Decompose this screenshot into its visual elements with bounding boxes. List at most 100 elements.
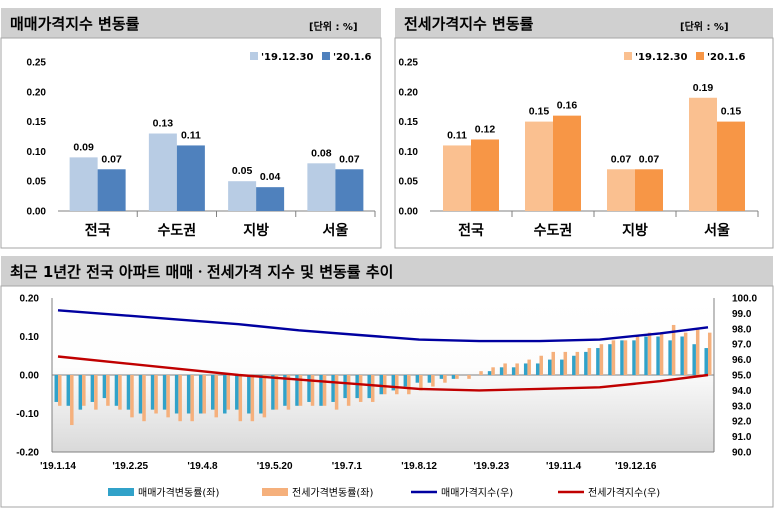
legend-label-2: '20.1.6 [707,52,746,63]
title-bar-2 [395,8,773,38]
bar-1 [607,169,635,211]
bar-sale-change [499,367,504,375]
data-label: 0.11 [447,129,467,141]
y-right-tick-label: 90.0 [732,448,752,459]
bar-sale-change [150,375,155,410]
y-tick-label: 0.05 [27,177,47,188]
bar-jeonse-change [358,375,363,402]
bar-jeonse-change [695,328,700,375]
bar-jeonse-change [527,359,531,375]
y-left-tick-label: 0.10 [20,332,40,343]
x-tick-label: '19.1.14 [40,461,76,472]
bar-sale-change [608,344,612,375]
bar-sale-change [560,359,564,375]
bar-sale-change [680,336,684,375]
category-label: 서울 [704,222,730,239]
bar-jeonse-change [407,375,411,395]
bar-jeonse-change [479,371,483,375]
data-label: 0.05 [232,165,253,177]
bar-jeonse-change [310,375,315,406]
y-left-tick-label: -0.10 [16,409,39,420]
line-jeonse-index [57,355,709,392]
data-label: 0.15 [721,106,742,118]
bar-jeonse-change [94,375,98,410]
bar-jeonse-change [707,332,712,375]
bar-jeonse-change [202,375,206,414]
panel-frame-3 [0,285,774,508]
legend-label-3: 매매가격지수(우) [441,486,513,499]
bar-sale-change [66,375,71,406]
data-label: 0.16 [557,100,578,112]
x-tick-label: '19.7.1 [332,461,363,472]
bar-sale-change [596,348,600,375]
bar-sale-change [162,375,167,410]
bar-jeonse-change [214,375,218,418]
bar-jeonse-change [178,375,182,422]
bar-sale-change [415,375,420,383]
bar-jeonse-change [419,375,423,391]
bar-sale-change [210,375,215,410]
bar-2 [471,139,499,211]
chart-1-title: 매매가격지수 변동률 [10,15,140,33]
y-tick-label: 0.25 [27,58,47,69]
y-right-tick-label: 95.0 [732,371,752,382]
bar-sale-change [198,375,203,414]
bar-sale-change [572,355,576,375]
bar-jeonse-change [118,375,122,410]
category-label: 전국 [85,222,111,239]
bar-sale-change [174,375,179,414]
y-tick-label: 0.20 [399,87,419,98]
data-label: 0.07 [339,153,360,165]
category-label: 서울 [322,222,348,239]
bar-jeonse-change [647,332,652,375]
y-tick-label: 0.15 [399,117,419,128]
legend-swatch-1 [108,488,134,496]
bar-sale-change [247,375,251,414]
x-tick-label: '19.5.20 [257,461,293,472]
bar-sale-change [78,375,83,410]
y-tick-label: 0.20 [27,87,47,98]
bar-sale-change [523,363,528,375]
y-tick-label: 0.25 [399,58,419,69]
bar-jeonse-change [431,375,435,387]
bar-jeonse-change [238,375,243,422]
data-label: 0.19 [693,82,714,94]
bar-sale-change [439,375,444,379]
bar-jeonse-change [587,348,592,375]
bar-jeonse-change [551,351,556,375]
legend-label-2: '20.1.6 [333,52,372,63]
chart-1-unit: [단위 : %] [309,20,358,33]
bar-sale-change [331,375,335,402]
chart-2-title: 전세가격지수 변동률 [404,15,534,33]
bar-1 [443,145,471,211]
bar-2 [256,187,285,211]
bar-jeonse-change [659,332,664,375]
bar-jeonse-change [226,375,231,410]
bar-sale-change [692,344,696,375]
title-bar-1 [1,8,381,38]
bar-sale-change [138,375,143,414]
y-right-tick-label: 94.0 [732,386,752,397]
bar-sale-change [271,375,275,410]
bar-sale-change [114,375,119,406]
bar-jeonse-change [322,375,327,406]
y-right-tick-label: 100.0 [732,294,757,305]
y-tick-label: 0.05 [399,177,419,188]
bar-sale-change [355,375,359,399]
bar-jeonse-change [130,375,134,418]
bar-sale-change [427,375,432,383]
bar-sale-change [186,375,191,414]
bar-sale-change [632,340,636,375]
bar-jeonse-change [190,375,194,422]
bar-jeonse-change [395,375,399,395]
category-label: 수도권 [534,223,573,239]
bar-sale-change [644,336,648,375]
bar-2 [717,121,745,211]
bar-jeonse-change [58,375,62,406]
chart-2: 0.25 0.20 0.15 0.10 0.05 0.00 0.11 0.12 전국 0.15 0.… [399,52,759,239]
bar-1 [525,121,553,211]
bar-1 [148,133,177,211]
legend-label-2: 전세가격변동률(좌) [292,486,374,499]
bar-jeonse-change [262,375,267,418]
